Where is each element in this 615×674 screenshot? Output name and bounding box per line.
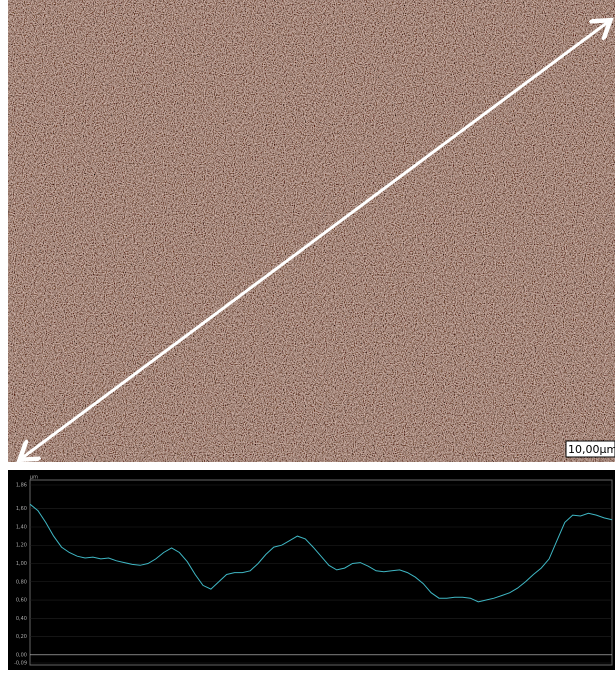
y-tick-label: 0,00	[16, 652, 27, 658]
y-tick-label: 1,40	[16, 524, 27, 530]
scale-label: 10,00µm	[568, 443, 615, 456]
profile-arrow	[22, 22, 608, 458]
y-tick-label: 0,40	[16, 616, 27, 622]
y-tick-label: 0,60	[16, 598, 27, 604]
y-unit: µm	[30, 475, 38, 481]
y-tick-label: 1,86	[16, 483, 27, 489]
y-tick-label: 0,20	[16, 634, 27, 640]
y-tick-label: 1,00	[16, 561, 27, 567]
plot-frame	[29, 479, 613, 666]
y-tick-label: 1,60	[16, 506, 27, 512]
y-tick-label: 1,20	[16, 543, 27, 549]
chart-panel	[8, 470, 615, 670]
scale-box	[565, 440, 615, 458]
profile-line	[29, 503, 613, 603]
y-tick-label: 0,80	[16, 579, 27, 585]
micrograph-texture	[8, 0, 615, 462]
y-tick-label: -0,09	[14, 661, 27, 667]
